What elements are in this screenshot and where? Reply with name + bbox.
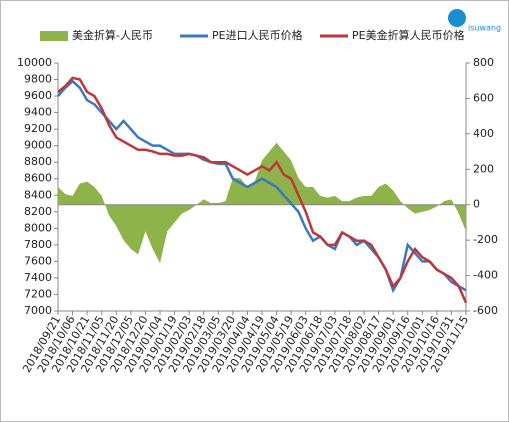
y2-tick-label: -200 <box>473 233 498 246</box>
y2-tick-label: 400 <box>473 127 494 140</box>
legend-swatch <box>40 31 68 41</box>
y2-tick-label: 800 <box>473 56 494 69</box>
legend-label: PE进口人民币价格 <box>212 28 303 42</box>
y-tick-label: 8600 <box>24 172 52 185</box>
legend-label: PE美金折算人民币价格 <box>352 28 465 42</box>
y-tick-label: 8000 <box>24 221 52 234</box>
legend-label: 美金折算-人民币 <box>72 28 153 42</box>
y-tick-label: 10000 <box>17 56 52 69</box>
y-tick-label: 9000 <box>24 139 52 152</box>
y-tick-label: 8800 <box>24 155 52 168</box>
y2-tick-label: -400 <box>473 269 498 282</box>
y-tick-label: 9600 <box>24 89 52 102</box>
y-tick-label: 7000 <box>24 304 52 317</box>
y-tick-label: 7200 <box>24 287 52 300</box>
y2-tick-label: 200 <box>473 162 494 175</box>
y-tick-label: 7800 <box>24 238 52 251</box>
y-tick-label: 9200 <box>24 122 52 135</box>
line <box>57 76 468 304</box>
y-tick-label: 8400 <box>24 188 52 201</box>
y-tick-label: 7600 <box>24 254 52 267</box>
logo-text: isuwang <box>468 24 501 33</box>
y-tick-label: 7400 <box>24 271 52 284</box>
y-tick-label: 9400 <box>24 106 52 119</box>
y-tick-label: 8200 <box>24 205 52 218</box>
y-tick-label: 9800 <box>24 73 52 86</box>
y2-tick-label: 600 <box>473 91 494 104</box>
area <box>58 142 466 264</box>
logo-icon <box>448 9 466 27</box>
y2-tick-label: 0 <box>473 198 480 211</box>
y2-tick-label: -600 <box>473 304 498 317</box>
